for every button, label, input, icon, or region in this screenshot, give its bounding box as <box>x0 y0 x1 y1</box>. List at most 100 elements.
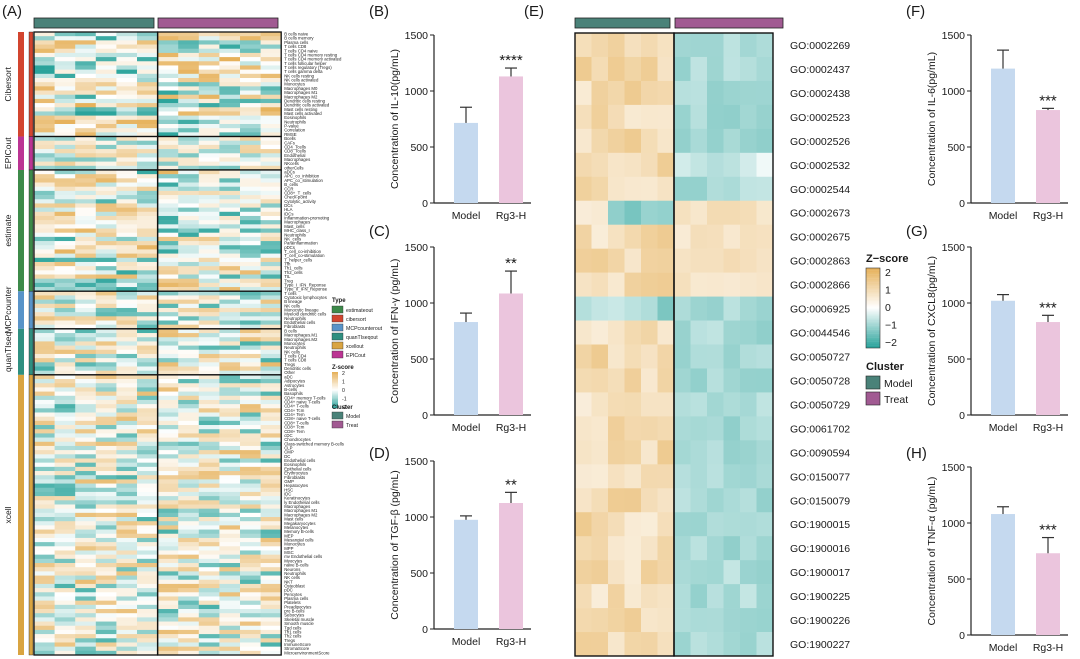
legend-cluster-title-e: Cluster <box>866 361 905 373</box>
heatmap-e-cell <box>690 152 708 178</box>
heatmap-a-cell <box>137 165 158 171</box>
heatmap-a-cell <box>240 588 261 593</box>
heatmap-a-cell <box>198 462 220 468</box>
heatmap-e-cell <box>591 416 609 441</box>
heatmap-a-cell <box>157 316 179 321</box>
heatmap-a-cell <box>260 642 282 647</box>
heatmap-a-cell <box>260 479 282 484</box>
heatmap-a-cell <box>116 165 138 171</box>
legend-zscore-gradient-e <box>866 271 880 274</box>
heatmap-a-cell <box>178 107 200 112</box>
heatmap-a-cell <box>116 521 138 526</box>
heatmap-a-cell <box>178 537 200 543</box>
heatmap-a-cell <box>95 583 117 589</box>
heatmap-a-cell <box>54 40 76 45</box>
heatmap-a-cell <box>178 425 200 430</box>
heatmap-a-cell <box>34 475 55 480</box>
heatmap-a-cell <box>219 115 241 121</box>
heatmap-a-cell <box>34 383 55 388</box>
heatmap-a-cell <box>75 429 97 434</box>
legend-zscore-gradient-e <box>866 283 880 286</box>
heatmap-a-cell <box>95 115 117 121</box>
heatmap-a-row-label: CD8+ T-cells <box>284 420 309 425</box>
heatmap-e-cell <box>591 248 609 273</box>
heatmap-e-cell <box>707 296 724 321</box>
heatmap-a-cell <box>75 646 97 652</box>
heatmap-a-cell <box>116 128 138 133</box>
heatmap-a-cell <box>95 554 117 560</box>
heatmap-a-cell <box>116 391 138 397</box>
heatmap-a-cell <box>34 466 55 472</box>
heatmap-a-cell <box>157 278 179 284</box>
heatmap-a-cell <box>157 103 179 108</box>
heatmap-a-cell <box>260 621 282 627</box>
heatmap-a-cell <box>75 650 97 656</box>
block-border-treat <box>156 374 282 656</box>
heatmap-a-cell <box>116 512 138 518</box>
heatmap-e-cell <box>690 248 708 273</box>
heatmap-a-cell <box>178 416 200 422</box>
heatmap-a-row-label: T cells follicular helper <box>284 61 327 66</box>
heatmap-a-cell <box>157 333 179 338</box>
heatmap-a-cell <box>116 550 138 555</box>
heatmap-a-cell <box>54 77 76 83</box>
heatmap-a-row-label: Macrophages <box>284 504 310 509</box>
heatmap-a-cell <box>178 517 200 522</box>
legend-zscore-gradient-a <box>332 374 338 376</box>
heatmap-a-cell <box>219 190 241 196</box>
heatmap-a-cell <box>137 458 158 463</box>
legend-zscore-gradient-a <box>332 394 338 396</box>
heatmap-e-cell <box>740 560 757 585</box>
heatmap-a-cell <box>116 274 138 279</box>
heatmap-e-cell <box>575 416 592 441</box>
heatmap-a-cell <box>137 341 158 346</box>
heatmap-e-cell <box>756 33 774 58</box>
heatmap-a-cell <box>75 554 97 560</box>
heatmap-a-cell <box>219 236 241 242</box>
heatmap-a-row-label: Treg <box>284 278 293 283</box>
heatmap-e-cell <box>707 536 724 561</box>
heatmap-a-row-label: Neutrophils <box>284 119 306 124</box>
heatmap-a-cell <box>219 278 241 284</box>
heatmap-a-cell <box>178 454 200 459</box>
heatmap-a-cell <box>198 77 220 83</box>
heatmap-a-cell <box>116 111 138 116</box>
heatmap-a-cell <box>54 349 76 355</box>
heatmap-a-cell <box>219 504 241 509</box>
heatmap-a-cell <box>54 195 76 200</box>
heatmap-a-cell <box>34 504 55 509</box>
heatmap-a-row-label: Parainflammation <box>284 241 318 246</box>
heatmap-e-cell <box>756 152 774 178</box>
heatmap-a-cell <box>34 203 55 208</box>
heatmap-a-cell <box>157 496 179 501</box>
heatmap-a-cell <box>75 529 97 535</box>
heatmap-a-cell <box>260 450 282 455</box>
heatmap-a-cell <box>240 358 261 363</box>
heatmap-a-cell <box>157 554 179 560</box>
heatmap-a-cell <box>260 563 282 568</box>
heatmap-a-cell <box>95 609 117 614</box>
heatmap-a-cell <box>240 433 261 438</box>
heatmap-a-cell <box>260 366 282 371</box>
heatmap-a-row-label: NK cells resting <box>284 73 314 78</box>
heatmap-a-cell <box>240 44 261 50</box>
heatmap-a-cell <box>75 433 97 438</box>
legend-zscore-gradient-e <box>866 331 880 334</box>
heatmap-a-cell <box>34 496 55 501</box>
heatmap-e-cell <box>756 224 774 249</box>
heatmap-a-cell <box>260 533 282 539</box>
heatmap-a-cell <box>116 282 138 288</box>
heatmap-a-cell <box>157 128 179 133</box>
heatmap-a-cell <box>75 199 97 204</box>
heatmap-a-cell <box>178 195 200 200</box>
heatmap-a-cell <box>157 462 179 468</box>
heatmap-a-cell <box>198 261 220 267</box>
heatmap-e-cell <box>707 632 724 657</box>
heatmap-a-cell <box>75 303 97 309</box>
legend-zscore-gradient-e <box>866 306 880 309</box>
heatmap-a-cell <box>137 32 158 37</box>
heatmap-a-cell <box>240 521 261 526</box>
heatmap-a-cell <box>219 48 241 54</box>
heatmap-e-cell <box>740 488 757 513</box>
legend-zscore-gradient-a <box>332 390 338 392</box>
